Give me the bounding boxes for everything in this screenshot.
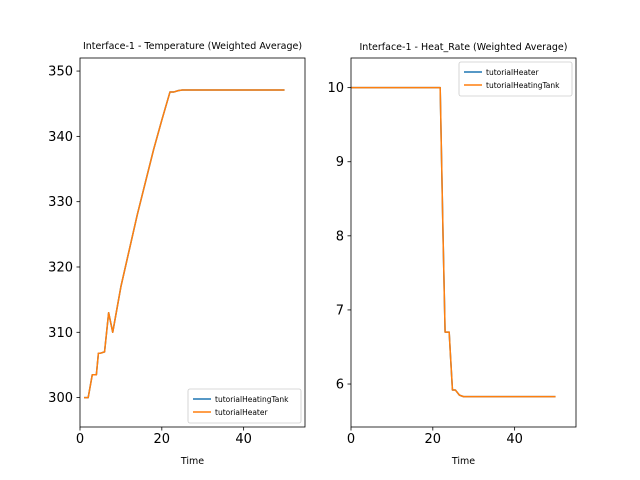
heat-rate-x-tick-label: 40 — [506, 432, 523, 447]
temperature-plot-area: 0 20 40 300 310 320 330 340 350 tutorialHeatingTa… — [48, 57, 306, 447]
heat-rate-x-tick-label: 0 — [347, 432, 355, 447]
temperature-y-tick-label: 330 — [48, 195, 73, 210]
heat-rate-subplot: Interface-1 - Heat_Rate (Weighted Averag… — [327, 42, 577, 467]
heat-rate-legend: tutorialHeater tutorialHeatingTank — [458, 61, 573, 97]
temperature-y-tick-label: 300 — [48, 391, 73, 406]
temperature-legend: tutorialHeatingTank tutorialHeater — [187, 388, 302, 424]
temperature-x-axis-label: Time — [180, 456, 204, 467]
temperature-y-tick-label: 310 — [48, 326, 73, 341]
temperature-legend-box — [187, 388, 302, 424]
temperature-x-tick-label: 0 — [76, 432, 84, 447]
heat-rate-legend-box — [458, 61, 573, 97]
temperature-subplot: Interface-1 - Temperature (Weighted Aver… — [48, 41, 306, 467]
heat-rate-y-tick-label: 9 — [336, 155, 344, 170]
heat-rate-y-tick-label: 8 — [336, 229, 344, 244]
heat-rate-plot-area: 0 20 40 6 7 8 9 10 tutorialHeater tutorialHeating… — [327, 57, 577, 447]
heat-rate-y-tick-label: 6 — [336, 378, 344, 393]
heat-rate-legend-label-1: tutorialHeatingTank — [486, 81, 560, 90]
temperature-legend-label-1: tutorialHeater — [215, 408, 268, 417]
heat-rate-axes-frame — [350, 57, 577, 428]
heat-rate-series-line-1 — [351, 86, 556, 398]
heat-rate-y-tick-label: 10 — [327, 81, 344, 96]
temperature-x-tick-label: 20 — [154, 432, 171, 447]
temperature-x-tick-label: 40 — [235, 432, 252, 447]
temperature-axes-frame — [79, 57, 306, 428]
heat-rate-x-tick-label: 20 — [425, 432, 442, 447]
heat-rate-legend-label-0: tutorialHeater — [486, 68, 539, 77]
heat-rate-x-axis-label: Time — [451, 456, 475, 467]
temperature-chart-title: Interface-1 - Temperature (Weighted Aver… — [83, 41, 302, 52]
temperature-y-tick-label: 350 — [48, 65, 73, 80]
temperature-legend-label-0: tutorialHeatingTank — [215, 395, 289, 404]
temperature-y-tick-label: 340 — [48, 130, 73, 145]
heat-rate-y-tick-label: 7 — [336, 303, 344, 318]
heat-rate-chart-title: Interface-1 - Heat_Rate (Weighted Averag… — [360, 42, 568, 53]
temperature-series-line-1 — [84, 89, 285, 399]
temperature-y-tick-label: 320 — [48, 260, 73, 275]
